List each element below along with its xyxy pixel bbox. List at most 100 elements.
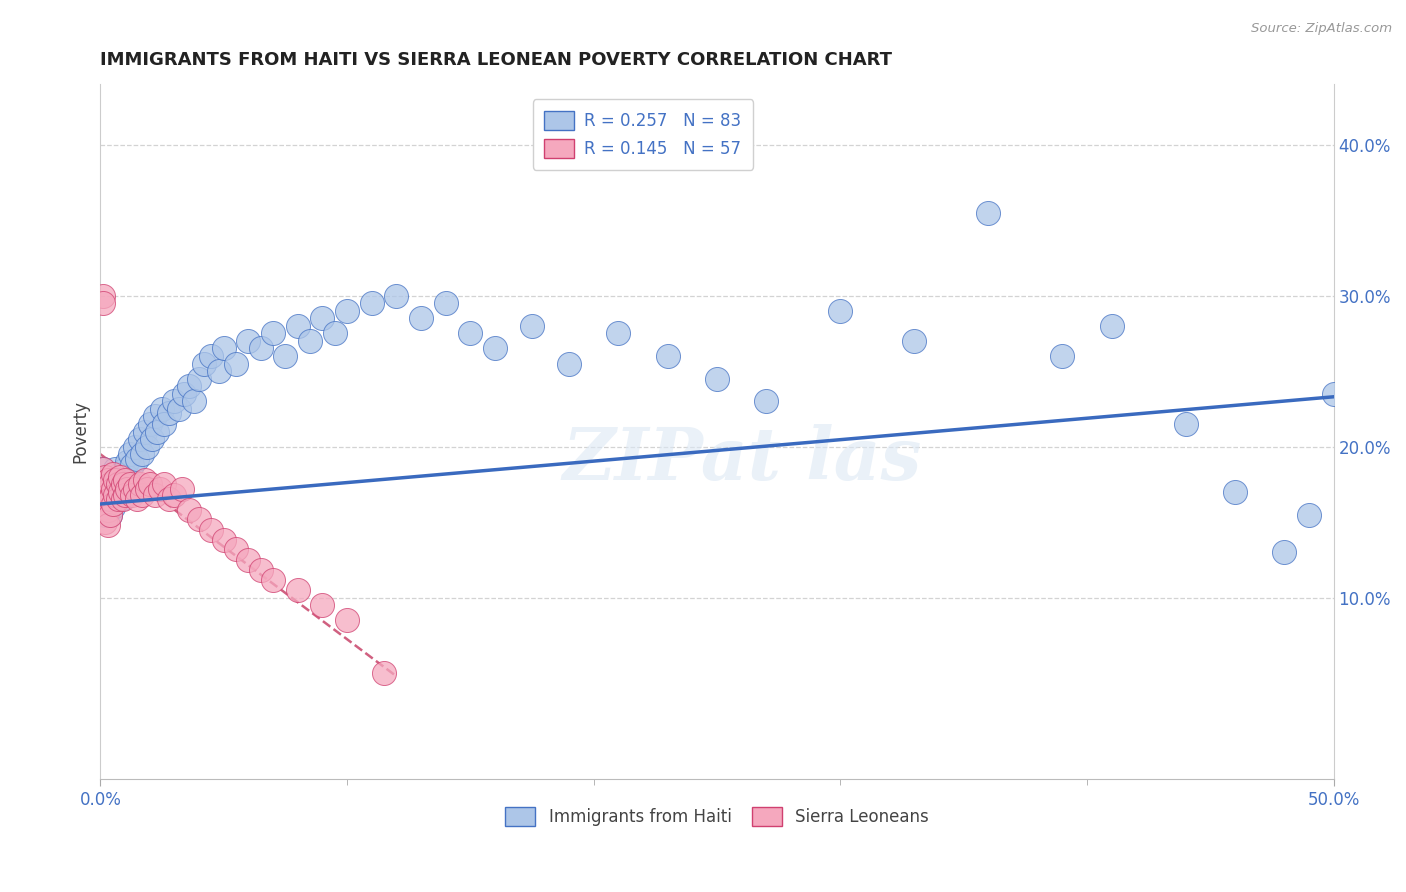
Point <box>262 573 284 587</box>
Point <box>94 492 117 507</box>
Point <box>114 473 136 487</box>
Point <box>173 386 195 401</box>
Point <box>558 357 581 371</box>
Point <box>114 488 136 502</box>
Point <box>97 518 120 533</box>
Point <box>127 492 149 507</box>
Point <box>98 492 121 507</box>
Point <box>98 508 121 522</box>
Point <box>91 288 114 302</box>
Point <box>143 488 166 502</box>
Point <box>111 491 134 505</box>
Point <box>287 583 309 598</box>
Point <box>91 462 114 476</box>
Point <box>323 326 346 341</box>
Point <box>212 533 235 548</box>
Point <box>107 488 129 502</box>
Point <box>94 470 117 484</box>
Point <box>94 515 117 529</box>
Point <box>97 488 120 502</box>
Point <box>373 666 395 681</box>
Text: Source: ZipAtlas.com: Source: ZipAtlas.com <box>1251 22 1392 36</box>
Y-axis label: Poverty: Poverty <box>72 400 89 463</box>
Point <box>111 492 134 507</box>
Point <box>118 477 141 491</box>
Point <box>903 334 925 348</box>
Point <box>385 288 408 302</box>
Point <box>249 564 271 578</box>
Point <box>274 349 297 363</box>
Point <box>193 357 215 371</box>
Point <box>520 318 543 333</box>
Point <box>1174 417 1197 431</box>
Point <box>97 500 120 514</box>
Point <box>117 470 139 484</box>
Point <box>131 488 153 502</box>
Legend: Immigrants from Haiti, Sierra Leoneans: Immigrants from Haiti, Sierra Leoneans <box>499 800 935 833</box>
Point <box>94 500 117 514</box>
Point <box>104 488 127 502</box>
Point <box>104 492 127 507</box>
Point <box>104 462 127 476</box>
Point <box>755 394 778 409</box>
Point <box>97 473 120 487</box>
Point <box>311 311 333 326</box>
Point <box>163 394 186 409</box>
Point <box>188 512 211 526</box>
Point <box>157 406 180 420</box>
Text: IMMIGRANTS FROM HAITI VS SIERRA LEONEAN POVERTY CORRELATION CHART: IMMIGRANTS FROM HAITI VS SIERRA LEONEAN … <box>100 51 893 69</box>
Point <box>127 451 149 466</box>
Point <box>104 473 127 487</box>
Point <box>101 484 124 499</box>
Point <box>1052 349 1074 363</box>
Point <box>298 334 321 348</box>
Point <box>118 447 141 461</box>
Point <box>143 409 166 424</box>
Point <box>124 440 146 454</box>
Point <box>188 372 211 386</box>
Point <box>460 326 482 341</box>
Point <box>94 508 117 522</box>
Point <box>138 477 160 491</box>
Point <box>111 477 134 491</box>
Point <box>163 488 186 502</box>
Point <box>169 401 191 416</box>
Point <box>136 440 159 454</box>
Point <box>336 303 359 318</box>
Point <box>153 477 176 491</box>
Point <box>287 318 309 333</box>
Point <box>150 401 173 416</box>
Point <box>128 432 150 446</box>
Point <box>94 477 117 491</box>
Point <box>146 425 169 439</box>
Point <box>249 342 271 356</box>
Point <box>97 503 120 517</box>
Point <box>114 477 136 491</box>
Point <box>107 473 129 487</box>
Point <box>91 492 114 507</box>
Point <box>128 477 150 491</box>
Point <box>101 470 124 484</box>
Point <box>107 492 129 507</box>
Point <box>131 447 153 461</box>
Point <box>311 598 333 612</box>
Point <box>484 342 506 356</box>
Point <box>98 508 121 522</box>
Point <box>434 296 457 310</box>
Point <box>108 484 131 499</box>
Point <box>1323 386 1346 401</box>
Point <box>1272 545 1295 559</box>
Point <box>183 394 205 409</box>
Point <box>134 425 156 439</box>
Point <box>117 455 139 469</box>
Point <box>98 477 121 491</box>
Point <box>360 296 382 310</box>
Point <box>111 475 134 490</box>
Text: ZIPat las: ZIPat las <box>562 424 921 495</box>
Point <box>200 523 222 537</box>
Point <box>170 482 193 496</box>
Point <box>117 482 139 496</box>
Point <box>114 462 136 476</box>
Point <box>238 334 260 348</box>
Point <box>225 542 247 557</box>
